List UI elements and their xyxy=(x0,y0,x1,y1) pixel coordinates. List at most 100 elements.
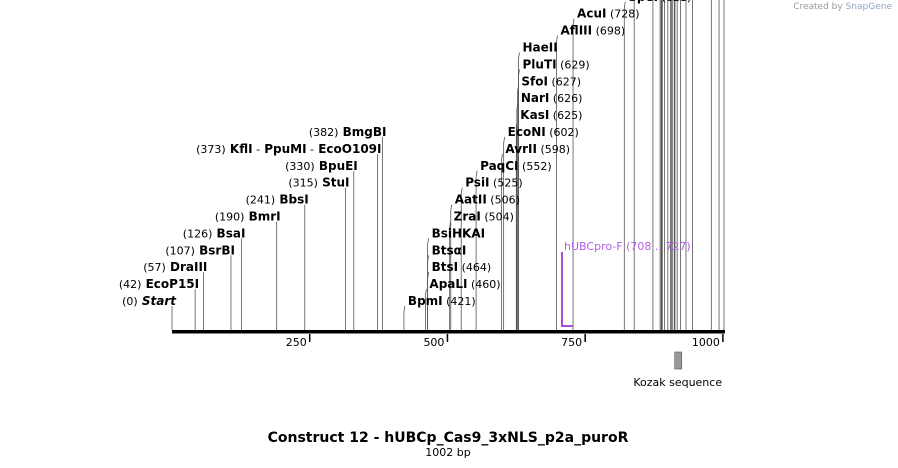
feature-kozak[interactable] xyxy=(674,351,683,370)
site-label-stui[interactable]: (315) StuI xyxy=(288,176,349,190)
site-position: (373) xyxy=(196,143,226,156)
enzyme-name: SpeI xyxy=(628,0,658,4)
site-position: (627) xyxy=(548,75,581,88)
primer-annotation[interactable]: hUBCpro-F (708 .. 727) xyxy=(561,240,691,327)
enzyme-name: DraIII xyxy=(166,260,208,274)
enzyme-name: BpmI xyxy=(408,294,443,308)
site-leader-line xyxy=(403,305,406,330)
enzyme-name: BsiHKAI xyxy=(432,226,486,240)
sequence-backbone xyxy=(172,330,725,334)
site-label-start[interactable]: (0) Start xyxy=(122,294,177,308)
site-leader-line xyxy=(667,0,669,330)
enzyme-name: StuI xyxy=(318,176,350,190)
site-label-bmri[interactable]: (190) BmrI xyxy=(215,210,281,224)
site-leader-line xyxy=(623,1,626,330)
site-leader-line xyxy=(710,0,712,330)
site-label-bpmi[interactable]: BpmI (421) xyxy=(408,294,476,308)
site-lines xyxy=(171,0,725,330)
site-position: (464) xyxy=(458,261,491,274)
site-position: (330) xyxy=(285,160,315,173)
site-label-psii[interactable]: PsiI (525) xyxy=(465,176,522,190)
enzyme-name: NarI xyxy=(521,91,550,105)
site-position: (728) xyxy=(606,8,639,21)
site-label-bsrbi[interactable]: (107) BsrBI xyxy=(165,243,235,257)
site-leader-line xyxy=(501,153,503,330)
site-position: (241) xyxy=(246,194,276,207)
site-position: (421) xyxy=(443,295,476,308)
site-label-apali[interactable]: ApaLI (460) xyxy=(429,277,500,291)
site-label-haeii[interactable]: HaeII xyxy=(523,41,558,55)
site-leader-line xyxy=(475,170,478,330)
site-label-sfoi[interactable]: SfoI (627) xyxy=(521,74,581,88)
axis-tick-label: 750 xyxy=(561,336,582,349)
enzyme-name: Start xyxy=(138,294,178,308)
enzyme-name: SfoI xyxy=(521,74,548,88)
enzyme-name: EcoP15I xyxy=(141,277,199,291)
construct-title: Construct 12 - hUBCp_Cas9_3xNLS_p2a_puro… xyxy=(268,430,629,446)
site-position: (57) xyxy=(143,261,166,274)
primer-label: hUBCpro-F (708 .. 727) xyxy=(564,240,691,253)
enzyme-name: BsrBI xyxy=(195,243,235,257)
construct-length: 1002 bp xyxy=(425,446,470,459)
site-leader-line xyxy=(449,221,452,330)
site-leader-line xyxy=(425,289,427,330)
site-leader-line xyxy=(674,0,676,330)
enzyme-name: BtsαI xyxy=(432,243,467,257)
site-position: (602) xyxy=(546,126,579,139)
site-position: (626) xyxy=(549,92,582,105)
watermark-prefix: Created by xyxy=(793,2,843,12)
site-position: (698) xyxy=(592,25,625,38)
site-label-bmgbi[interactable]: (382) BmgBI xyxy=(309,125,387,139)
enzyme-name: BtsI xyxy=(432,260,459,274)
enzyme-name: BbsI xyxy=(275,193,309,207)
site-leader-line xyxy=(680,0,681,330)
axis-tick-label: 250 xyxy=(286,336,307,349)
site-leader-line xyxy=(460,187,463,330)
site-label-bbsi[interactable]: (241) BbsI xyxy=(246,193,309,207)
feature-annotation[interactable]: Kozak sequence xyxy=(633,351,722,389)
site-label-kasi[interactable]: KasI (625) xyxy=(520,108,582,122)
site-leader-line xyxy=(427,238,430,330)
sequence-axis: 250 500 750 1000 xyxy=(172,330,725,349)
label-separator: - xyxy=(253,143,260,156)
site-label-draiii[interactable]: (57) DraIII xyxy=(143,260,207,274)
site-position: (382) xyxy=(309,126,339,139)
enzyme-name: ApaLI xyxy=(429,277,467,291)
site-label-bsihkai[interactable]: BsiHKAI xyxy=(432,226,486,240)
site-leader-line xyxy=(685,0,687,330)
site-leader-line xyxy=(664,0,665,330)
site-leader-line xyxy=(518,52,520,330)
site-label-zrai[interactable]: ZraI (504) xyxy=(454,210,514,224)
site-label-bsai[interactable]: (126) BsaI xyxy=(183,226,246,240)
site-label-bts-i[interactable]: BtsαI xyxy=(432,243,467,257)
site-leader-line xyxy=(503,136,506,330)
site-label-aatii[interactable]: AatII (506) xyxy=(455,193,520,207)
site-position: (460) xyxy=(468,278,501,291)
site-label-avrii[interactable]: AvrII (598) xyxy=(505,142,570,156)
site-label-pluti[interactable]: PluTI (629) xyxy=(523,57,590,71)
site-leader-line xyxy=(572,18,575,330)
site-label-nari[interactable]: NarI (626) xyxy=(521,91,583,105)
site-position: (504) xyxy=(481,211,514,224)
site-leader-line xyxy=(672,0,674,330)
site-label-spei[interactable]: SpeI (821) xyxy=(628,0,691,4)
site-label-afliii[interactable]: AflIII (698) xyxy=(561,24,626,38)
site-label-paqci[interactable]: PaqCI (552) xyxy=(480,159,552,173)
site-position: (42) xyxy=(119,278,142,291)
site-leader-line xyxy=(652,0,654,330)
site-labels: (0) Start (42) EcoP15I (57) DraIII (107) Bs… xyxy=(119,0,691,308)
snapgene-logo: SnapGene xyxy=(845,2,892,12)
site-label-econi[interactable]: EcoNI (602) xyxy=(508,125,579,139)
site-position: (821) xyxy=(658,0,691,4)
site-position: (552) xyxy=(519,160,552,173)
enzyme-name: PaqCI xyxy=(480,159,518,173)
axis-tick-label: 1000 xyxy=(692,336,720,349)
site-label-btsi[interactable]: BtsI (464) xyxy=(432,260,492,274)
snapgene-watermark: Created by SnapGene xyxy=(793,2,892,12)
site-leader-line xyxy=(660,0,662,330)
site-leader-line xyxy=(670,0,671,330)
site-label-ecop15i[interactable]: (42) EcoP15I xyxy=(119,277,199,291)
site-label-bpuei[interactable]: (330) BpuEI xyxy=(285,159,358,173)
site-label-acui[interactable]: AcuI (728) xyxy=(577,7,640,21)
site-label-kfli[interactable]: (373) KflI - PpuMI - EcoO109I xyxy=(196,142,381,156)
